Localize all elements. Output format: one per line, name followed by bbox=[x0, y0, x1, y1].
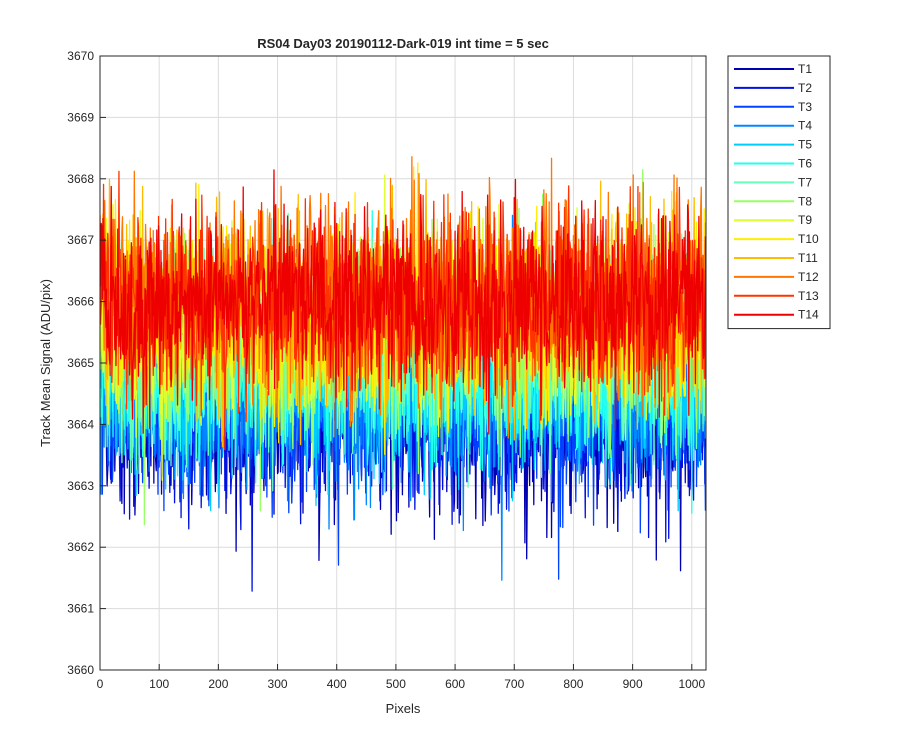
y-tick-label: 3668 bbox=[67, 172, 94, 186]
y-tick-label: 3665 bbox=[67, 356, 94, 370]
y-tick-label: 3662 bbox=[67, 540, 94, 554]
legend-label-t6: T6 bbox=[798, 157, 812, 171]
legend-label-t9: T9 bbox=[798, 213, 812, 227]
x-tick-label: 200 bbox=[208, 677, 228, 691]
legend-label-t4: T4 bbox=[798, 119, 812, 133]
x-axis-label: Pixels bbox=[386, 701, 421, 716]
x-tick-label: 100 bbox=[149, 677, 169, 691]
series-group bbox=[100, 156, 706, 592]
x-tick-label: 700 bbox=[504, 677, 524, 691]
y-tick-label: 3660 bbox=[67, 663, 94, 677]
legend-label-t2: T2 bbox=[798, 81, 812, 95]
legend-label-t1: T1 bbox=[798, 62, 812, 76]
x-tick-label: 500 bbox=[386, 677, 406, 691]
legend-label-t8: T8 bbox=[798, 194, 812, 208]
x-tick-label: 600 bbox=[445, 677, 465, 691]
legend-label-t5: T5 bbox=[798, 138, 812, 152]
y-axis-label: Track Mean Signal (ADU/pix) bbox=[38, 279, 53, 447]
legend-box bbox=[727, 55, 831, 330]
legend-label-t11: T11 bbox=[798, 251, 818, 265]
chart-title: RS04 Day03 20190112-Dark-019 int time = … bbox=[257, 36, 549, 51]
y-tick-label: 3664 bbox=[67, 417, 94, 431]
y-tick-label: 3669 bbox=[67, 110, 94, 124]
plot-area bbox=[100, 156, 706, 592]
x-tick-label: 1000 bbox=[678, 677, 705, 691]
y-tick-label: 3663 bbox=[67, 479, 94, 493]
y-tick-label: 3667 bbox=[67, 233, 94, 247]
y-tick-label: 3666 bbox=[67, 295, 94, 309]
x-tick-label: 800 bbox=[563, 677, 583, 691]
x-tick-label: 0 bbox=[97, 677, 104, 691]
series-line-t14 bbox=[100, 169, 706, 435]
x-tick-label: 300 bbox=[268, 677, 288, 691]
legend-label-t13: T13 bbox=[798, 289, 819, 303]
y-tick-label: 3670 bbox=[67, 49, 94, 63]
ticks: 0 100 200 300 400 500 600 700 800 900 1000 3660 3661… bbox=[67, 49, 705, 691]
x-tick-label: 900 bbox=[623, 677, 643, 691]
legend-label-t12: T12 bbox=[798, 270, 819, 284]
y-tick-label: 3661 bbox=[67, 602, 94, 616]
legend-label-t3: T3 bbox=[798, 100, 812, 114]
legend-label-t10: T10 bbox=[798, 232, 819, 246]
legend-label-t7: T7 bbox=[798, 175, 812, 189]
legend[interactable]: T1 T2 T3 T4 T5 T6 T7 T8 T9 T10 T11 T12 T13 T14 bbox=[727, 55, 831, 330]
legend-label-t14: T14 bbox=[798, 308, 819, 322]
x-tick-label: 400 bbox=[327, 677, 347, 691]
